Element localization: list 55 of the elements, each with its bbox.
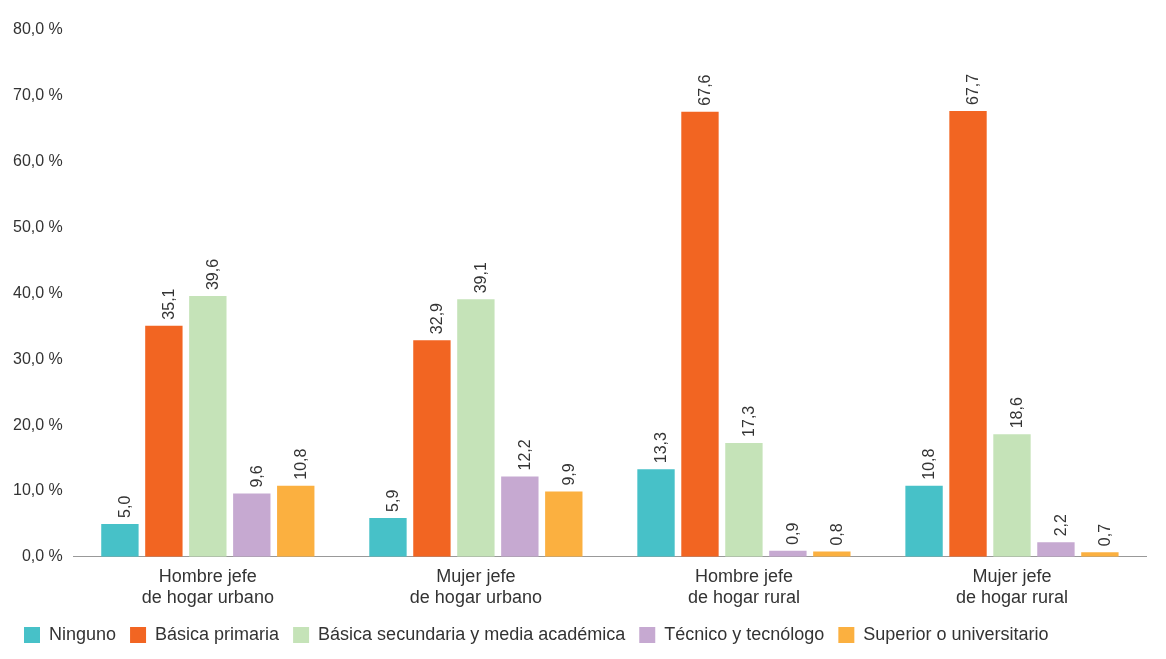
data-label: 39,6	[204, 258, 222, 291]
data-label: 13,3	[652, 431, 670, 464]
data-label: 0,8	[828, 523, 846, 546]
y-tick-label: 30,0 %	[13, 349, 63, 367]
data-label: 17,3	[740, 405, 758, 437]
x-tick-label: Hombre jefe de hogar urbano	[141, 565, 274, 608]
data-label: 39,1	[472, 262, 490, 294]
bar	[545, 491, 583, 557]
data-label: 5,0	[116, 495, 134, 518]
y-tick-label: 50,0 %	[13, 217, 63, 235]
bar	[145, 325, 183, 557]
bar	[277, 485, 315, 557]
bar	[905, 485, 943, 557]
x-tick-label: Mujer jefe de hogar urbano	[409, 565, 542, 608]
y-tick-label: 20,0 %	[13, 415, 63, 433]
data-label: 9,9	[560, 463, 578, 486]
bar	[457, 299, 495, 557]
legend-label: Básica secundaria y media académica	[318, 623, 627, 644]
legend-label: Básica primaria	[155, 623, 281, 644]
bar	[1037, 542, 1075, 557]
y-tick-label: 80,0 %	[13, 20, 63, 38]
data-label: 32,9	[428, 302, 446, 335]
bar	[949, 111, 987, 557]
data-label: 0,9	[784, 522, 802, 545]
data-label: 12,2	[516, 439, 534, 471]
bar	[189, 296, 227, 557]
data-label: 5,9	[384, 489, 402, 512]
bar	[233, 493, 271, 557]
data-label: 67,7	[964, 73, 982, 105]
y-tick-label: 0,0 %	[21, 547, 63, 565]
bar	[369, 517, 407, 557]
bar	[501, 476, 539, 557]
data-label: 18,6	[1008, 397, 1026, 429]
y-tick-label: 60,0 %	[13, 152, 63, 170]
data-label: 2,2	[1052, 513, 1070, 537]
data-label: 9,6	[248, 465, 266, 488]
legend-label: Superior o universitario	[863, 623, 1049, 644]
legend-label: Ninguno	[49, 623, 117, 644]
bar	[101, 523, 139, 557]
data-label: 0,7	[1096, 523, 1114, 547]
x-tick-label: Hombre jefe de hogar rural	[687, 565, 800, 608]
legend-label: Técnico y tecnólogo	[664, 623, 825, 644]
y-tick-label: 40,0 %	[13, 283, 63, 301]
bar	[413, 340, 451, 557]
data-label: 35,1	[160, 288, 178, 320]
x-tick-label: Mujer jefe de hogar rural	[955, 565, 1069, 608]
y-tick-label: 10,0 %	[13, 481, 63, 499]
y-tick-label: 70,0 %	[13, 86, 63, 104]
bar	[725, 442, 763, 557]
bar	[681, 111, 719, 557]
data-label: 10,8	[920, 448, 938, 480]
bar	[637, 469, 675, 557]
bar	[993, 434, 1031, 557]
data-label: 67,6	[696, 74, 714, 106]
data-label: 10,8	[292, 448, 310, 480]
